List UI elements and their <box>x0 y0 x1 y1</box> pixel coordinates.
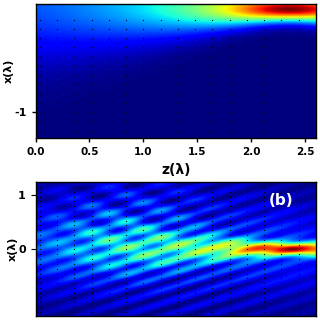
Y-axis label: x(λ): x(λ) <box>4 59 14 83</box>
Text: (b): (b) <box>269 193 294 208</box>
Y-axis label: x(λ): x(λ) <box>8 237 18 261</box>
X-axis label: z(λ): z(λ) <box>161 163 190 177</box>
